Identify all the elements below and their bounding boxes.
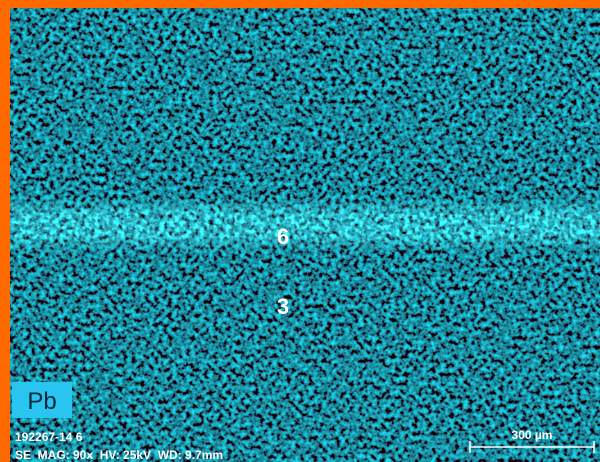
sample-id: 192267-14 6 bbox=[15, 430, 83, 444]
marker-label: 3 bbox=[277, 294, 289, 319]
acquisition-parameters: SE MAG: 90x HV: 25kV WD: 9.7mm bbox=[15, 448, 223, 462]
marker-label: 6 bbox=[277, 224, 289, 249]
element-label: Pb bbox=[27, 388, 56, 415]
page: {"map": {"element": "Pb", "markers": ["6… bbox=[0, 0, 600, 462]
eds-map: 6 3 Pb 192267-14 6 SE MAG: 90x HV: 25kV … bbox=[0, 0, 600, 462]
signal-band bbox=[10, 198, 600, 252]
scale-bar-label: 300 µm bbox=[512, 428, 553, 442]
